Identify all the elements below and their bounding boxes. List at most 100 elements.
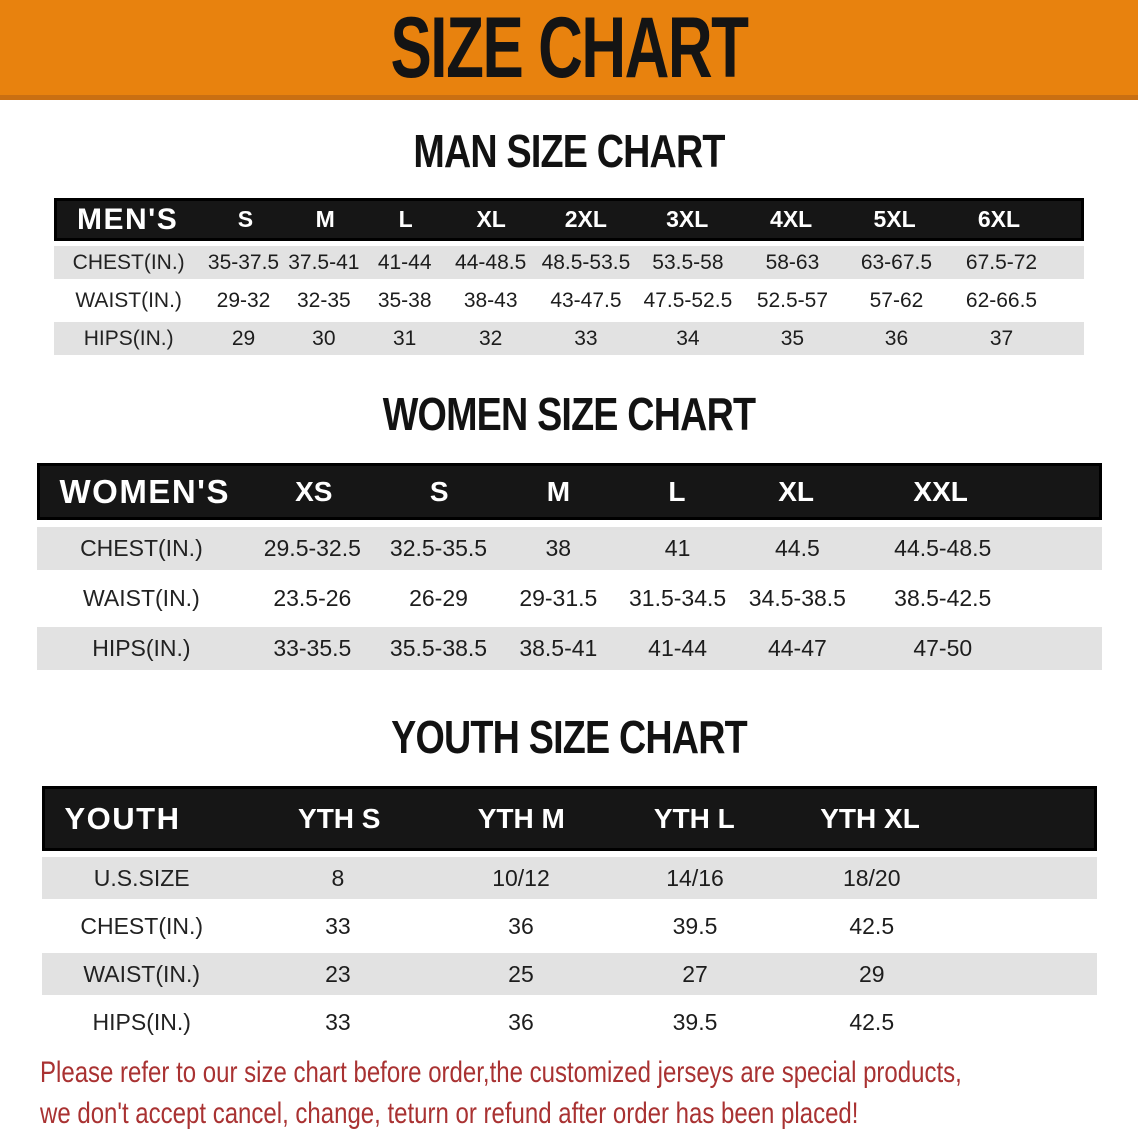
disclaimer-line-1: Please refer to our size chart before or… [40, 1053, 1112, 1094]
value-cell: 41-44 [618, 635, 737, 662]
value-cell: 33 [242, 913, 434, 940]
men-table-header-row: MEN'S S M L XL 2XL 3XL 4XL 5XL 6XL [54, 198, 1084, 241]
value-cell: 38.5-42.5 [858, 585, 1028, 612]
value-cell: 39.5 [608, 1009, 782, 1036]
value-cell: 36 [434, 1009, 608, 1036]
value-cell: 35-38 [364, 289, 445, 313]
value-cell: 44.5-48.5 [858, 535, 1028, 562]
women-col-head-xxl: XXL [856, 476, 1025, 508]
value-cell: 38 [499, 535, 618, 562]
value-cell: 29-32 [203, 289, 283, 313]
women-size-table: WOMEN'S XS S M L XL XXL CHEST(IN.) 29.5-… [37, 463, 1102, 670]
row-label: CHEST(IN.) [54, 251, 203, 275]
women-section-heading: WOMEN SIZE CHART [102, 391, 1035, 437]
men-col-head-l: L [365, 206, 446, 233]
youth-waist-row: WAIST(IN.) 23 25 27 29 [42, 953, 1097, 995]
order-disclaimer: Please refer to our size chart before or… [40, 1053, 1112, 1134]
men-size-table: MEN'S S M L XL 2XL 3XL 4XL 5XL 6XL CHEST… [54, 198, 1084, 355]
value-cell: 43-47.5 [536, 289, 636, 313]
value-cell: 31 [364, 327, 445, 351]
value-cell: 62-66.5 [948, 289, 1055, 313]
women-table-title: WOMEN'S [40, 473, 249, 511]
value-cell: 27 [608, 961, 782, 988]
value-cell: 42.5 [782, 1009, 961, 1036]
disclaimer-line-2: we don't accept cancel, change, teturn o… [40, 1094, 1112, 1134]
men-col-head-4xl: 4XL [739, 206, 843, 233]
value-cell: 25 [434, 961, 608, 988]
value-cell: 44.5 [737, 535, 857, 562]
youth-col-head-s: YTH S [244, 803, 435, 835]
row-label: WAIST(IN.) [42, 961, 242, 988]
youth-size-table: YOUTH YTH S YTH M YTH L YTH XL U.S.SIZE … [42, 786, 1097, 1043]
row-label: CHEST(IN.) [37, 535, 247, 562]
value-cell: 37 [948, 327, 1055, 351]
value-cell: 33 [536, 327, 636, 351]
men-col-head-s: S [205, 206, 285, 233]
value-cell: 36 [845, 327, 948, 351]
men-col-head-m: M [285, 206, 365, 233]
value-cell: 35 [740, 327, 845, 351]
value-cell: 41 [618, 535, 737, 562]
value-cell: 58-63 [740, 251, 845, 275]
value-cell: 30 [284, 327, 364, 351]
men-section-heading: MAN SIZE CHART [102, 128, 1035, 174]
value-cell: 35.5-38.5 [378, 635, 498, 662]
value-cell: 10/12 [434, 865, 608, 892]
women-col-head-xs: XS [248, 476, 379, 508]
value-cell: 53.5-58 [636, 251, 740, 275]
value-cell: 38-43 [445, 289, 536, 313]
men-hips-row: HIPS(IN.) 29 30 31 32 33 34 35 36 37 [54, 322, 1084, 355]
value-cell: 34.5-38.5 [737, 585, 857, 612]
value-cell: 63-67.5 [845, 251, 948, 275]
value-cell: 33-35.5 [246, 635, 378, 662]
value-cell: 32.5-35.5 [378, 535, 498, 562]
women-col-head-m: M [499, 476, 618, 508]
banner-title: SIZE CHART [390, 5, 747, 91]
women-col-head-s: S [379, 476, 499, 508]
row-label: CHEST(IN.) [42, 913, 242, 940]
value-cell: 31.5-34.5 [618, 585, 737, 612]
value-cell: 23 [242, 961, 434, 988]
size-chart-banner: SIZE CHART [0, 0, 1138, 100]
value-cell: 42.5 [782, 913, 961, 940]
value-cell: 41-44 [364, 251, 445, 275]
women-table-header-row: WOMEN'S XS S M L XL XXL [37, 463, 1102, 520]
women-col-head-xl: XL [736, 476, 856, 508]
value-cell: 36 [434, 913, 608, 940]
value-cell: 48.5-53.5 [536, 251, 636, 275]
youth-ussize-row: U.S.SIZE 8 10/12 14/16 18/20 [42, 857, 1097, 899]
men-col-head-3xl: 3XL [636, 206, 739, 233]
men-table-title: MEN'S [57, 203, 205, 237]
value-cell: 38.5-41 [499, 635, 618, 662]
value-cell: 52.5-57 [740, 289, 845, 313]
value-cell: 32 [445, 327, 536, 351]
women-col-head-l: L [618, 476, 737, 508]
youth-col-head-m: YTH M [435, 803, 608, 835]
youth-section-heading: YOUTH SIZE CHART [102, 714, 1035, 760]
value-cell: 39.5 [608, 913, 782, 940]
row-label: WAIST(IN.) [37, 585, 247, 612]
men-col-head-5xl: 5XL [843, 206, 945, 233]
value-cell: 57-62 [845, 289, 948, 313]
value-cell: 26-29 [378, 585, 498, 612]
value-cell: 29-31.5 [499, 585, 618, 612]
women-chest-row: CHEST(IN.) 29.5-32.5 32.5-35.5 38 41 44.… [37, 527, 1102, 570]
value-cell: 18/20 [782, 865, 961, 892]
row-label: WAIST(IN.) [54, 289, 203, 313]
row-label: HIPS(IN.) [54, 327, 203, 351]
value-cell: 23.5-26 [246, 585, 378, 612]
row-label: HIPS(IN.) [37, 635, 247, 662]
youth-table-header-row: YOUTH YTH S YTH M YTH L YTH XL [42, 786, 1097, 851]
women-hips-row: HIPS(IN.) 33-35.5 35.5-38.5 38.5-41 41-4… [37, 627, 1102, 670]
value-cell: 44-47 [737, 635, 857, 662]
men-col-head-2xl: 2XL [536, 206, 635, 233]
row-label: U.S.SIZE [42, 865, 242, 892]
men-chest-row: CHEST(IN.) 35-37.5 37.5-41 41-44 44-48.5… [54, 246, 1084, 279]
value-cell: 29 [782, 961, 961, 988]
value-cell: 8 [242, 865, 434, 892]
value-cell: 44-48.5 [445, 251, 536, 275]
value-cell: 37.5-41 [284, 251, 364, 275]
value-cell: 47.5-52.5 [636, 289, 740, 313]
row-label: HIPS(IN.) [42, 1009, 242, 1036]
value-cell: 35-37.5 [203, 251, 283, 275]
